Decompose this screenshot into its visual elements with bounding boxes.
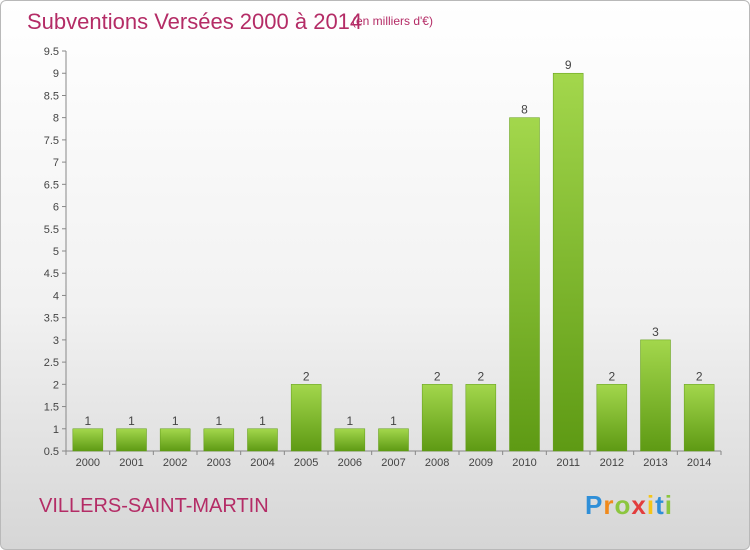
y-tick-label: 2.5 bbox=[44, 357, 59, 369]
y-tick-label: 3 bbox=[53, 335, 59, 347]
x-tick-label: 2003 bbox=[207, 457, 231, 469]
proxiti-logo: Proxiti bbox=[585, 490, 673, 521]
y-tick-label: 8 bbox=[53, 113, 59, 125]
data-label: 1 bbox=[346, 414, 353, 428]
x-tick-label: 2008 bbox=[425, 457, 449, 469]
chart-title: Subventions Versées 2000 à 2014 bbox=[27, 9, 363, 34]
x-axis: 2000 2001 2002 2003 2004 2005 2006 2007 2008 2009… bbox=[65, 450, 722, 469]
y-tick-label: 6.5 bbox=[44, 179, 59, 191]
x-tick-label: 2007 bbox=[381, 457, 405, 469]
y-tick-label: 4.5 bbox=[44, 268, 59, 280]
bar bbox=[72, 428, 104, 452]
y-tick-label: 6 bbox=[53, 202, 59, 214]
y-axis: 0.5 1 1.5 2 2.5 3 3.5 4 4.5 5 5.5 6 6.5 7 7.5 8 8.5 9 9.5 bbox=[44, 46, 67, 458]
bar bbox=[552, 72, 584, 452]
logo-letter: i bbox=[646, 490, 656, 520]
bar bbox=[421, 384, 453, 452]
data-label: 1 bbox=[128, 414, 135, 428]
bar bbox=[203, 428, 235, 452]
x-tick-label: 2001 bbox=[119, 457, 143, 469]
data-label: 9 bbox=[565, 58, 572, 72]
commune-name: VILLERS-SAINT-MARTIN bbox=[39, 495, 269, 517]
data-label: 8 bbox=[521, 103, 528, 117]
logo-letter: P bbox=[585, 490, 604, 520]
y-tick-label: 4 bbox=[53, 290, 59, 302]
x-tick-label: 2006 bbox=[338, 457, 362, 469]
y-tick-label: 7 bbox=[53, 157, 59, 169]
data-label: 1 bbox=[84, 414, 91, 428]
x-tick-label: 2002 bbox=[163, 457, 187, 469]
data-label: 2 bbox=[608, 369, 615, 383]
bar bbox=[640, 339, 671, 452]
x-tick-label: 2012 bbox=[600, 457, 624, 469]
data-label: 2 bbox=[434, 369, 441, 383]
bar bbox=[116, 428, 147, 452]
data-label: 1 bbox=[172, 414, 179, 428]
logo-letter: x bbox=[631, 490, 647, 520]
logo-letter: t bbox=[655, 490, 665, 520]
data-labels: 1 1 1 1 1 2 1 1 2 2 8 9 2 3 2 bbox=[84, 58, 702, 428]
bar bbox=[159, 428, 191, 452]
logo-letter: r bbox=[603, 490, 615, 520]
y-tick-label: 9 bbox=[53, 68, 59, 80]
bar bbox=[334, 428, 366, 452]
logo-letter: i bbox=[664, 490, 673, 520]
data-label: 2 bbox=[477, 369, 484, 383]
bar-series bbox=[72, 72, 715, 452]
y-tick-label: 0.5 bbox=[44, 446, 59, 458]
x-tick-label: 2009 bbox=[469, 457, 493, 469]
bar bbox=[290, 384, 322, 452]
data-label: 3 bbox=[652, 325, 659, 339]
y-tick-label: 5.5 bbox=[44, 224, 59, 236]
y-tick-label: 9.5 bbox=[44, 46, 59, 58]
data-label: 2 bbox=[303, 369, 310, 383]
data-label: 1 bbox=[390, 414, 397, 428]
x-tick-label: 2011 bbox=[556, 457, 580, 469]
y-tick-label: 2 bbox=[53, 379, 59, 391]
y-tick-label: 8.5 bbox=[44, 90, 59, 102]
chart-subtitle: (en milliers d'€) bbox=[352, 14, 433, 28]
y-tick-label: 7.5 bbox=[44, 135, 59, 147]
data-label: 1 bbox=[259, 414, 266, 428]
data-label: 1 bbox=[215, 414, 222, 428]
y-tick-label: 1 bbox=[53, 424, 59, 436]
bar bbox=[378, 428, 409, 452]
x-tick-label: 2005 bbox=[294, 457, 318, 469]
bar bbox=[683, 384, 715, 452]
bar bbox=[596, 384, 628, 452]
x-tick-label: 2013 bbox=[643, 457, 667, 469]
bar bbox=[247, 428, 278, 452]
x-tick-label: 2010 bbox=[512, 457, 536, 469]
bar bbox=[465, 384, 497, 452]
data-label: 2 bbox=[696, 369, 703, 383]
y-tick-label: 1.5 bbox=[44, 402, 59, 414]
y-tick-label: 3.5 bbox=[44, 313, 59, 325]
x-tick-label: 2000 bbox=[76, 457, 100, 469]
x-tick-label: 2004 bbox=[250, 457, 274, 469]
y-tick-label: 5 bbox=[53, 246, 59, 258]
bar bbox=[509, 117, 540, 452]
logo-letter: o bbox=[614, 490, 632, 520]
x-tick-label: 2014 bbox=[687, 457, 711, 469]
